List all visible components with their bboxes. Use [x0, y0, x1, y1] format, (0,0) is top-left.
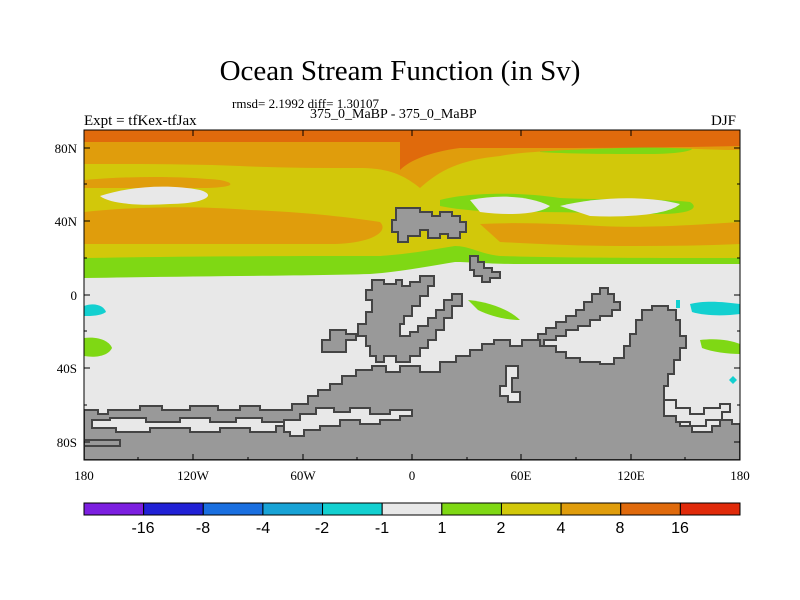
colorbar-box	[83, 502, 145, 516]
rmsd-diff-label: rmsd= 2.1992 diff= 1.30107	[232, 96, 379, 111]
land-north-central	[391, 207, 467, 243]
colorbar-label: 8	[616, 520, 625, 537]
lat-tick-label: 80N	[55, 141, 78, 156]
contour-cyan-east	[690, 301, 740, 316]
colorbar-box	[441, 502, 502, 516]
colorbar-label: 16	[671, 520, 689, 537]
lon-tick-label: 0	[409, 468, 416, 483]
lat-tick-label: 40N	[55, 214, 78, 229]
colorbar-label: -8	[196, 520, 210, 537]
colorbar-box	[560, 502, 622, 516]
lon-tick-label: 180	[730, 468, 750, 483]
contour-green-south-mid	[468, 300, 520, 320]
lon-tick-label: 60W	[290, 468, 316, 483]
land-eastern-continent	[531, 287, 621, 347]
lon-axis	[83, 130, 686, 460]
colorbar-labels: -16 -8 -4 -2 -1 1 2 4 8 16	[131, 520, 689, 537]
contour-cyan-west	[84, 304, 106, 316]
colorbar-label: -1	[375, 520, 389, 537]
basin-south-embayment	[499, 365, 521, 403]
contour-orange-mid	[84, 207, 383, 244]
lat-axis	[84, 147, 740, 443]
colorbar-label: 1	[438, 520, 447, 537]
neutral-lens-east	[560, 198, 680, 217]
land-southwest-lobe	[84, 439, 121, 447]
contour-red-orange-north	[400, 142, 740, 170]
lon-tick-label: 120E	[617, 468, 645, 483]
experiment-subtitle: 375_0_MaBP - 375_0_MaBP	[310, 107, 477, 122]
colorbar-box	[620, 502, 681, 516]
colorbar-label: 2	[497, 520, 506, 537]
lat-tick-label: 40S	[57, 361, 77, 376]
colorbar	[83, 502, 741, 516]
season-label: DJF	[711, 113, 737, 129]
colorbar-box	[322, 502, 383, 516]
contour-green-north	[84, 246, 740, 278]
colorbar-box	[679, 502, 741, 516]
basin-south-west	[91, 417, 291, 433]
colorbar-box	[202, 502, 264, 516]
contour-green-south-west	[84, 337, 112, 357]
basin-east	[663, 399, 731, 427]
colorbar-box	[262, 502, 324, 516]
contour-orange-small	[545, 229, 575, 244]
colorbar-box	[500, 502, 562, 516]
lat-tick-label: 80S	[57, 435, 77, 450]
lon-tick-label: 180	[74, 468, 94, 483]
colorbar-box	[143, 502, 204, 516]
neutral-lens-central	[470, 196, 550, 214]
contour-cyan-dot-2	[729, 376, 737, 384]
land-western-continent	[321, 275, 463, 363]
colorbar-label: 4	[557, 520, 566, 537]
plot-title: Ocean Stream Function (in Sv)	[219, 55, 581, 87]
contour-green-south-east	[700, 339, 740, 354]
basin-south-central	[283, 407, 413, 437]
colorbar-label: -16	[131, 520, 154, 537]
lon-tick-label: 60E	[511, 468, 532, 483]
lat-tick-label: 0	[71, 288, 78, 303]
experiment-label: Expt = tfKex-tfJax	[84, 113, 197, 129]
contour-orange-north-left	[84, 177, 231, 188]
land-small-west-north	[469, 255, 501, 283]
colorbar-box	[381, 502, 443, 516]
contour-cyan-dot-1	[676, 300, 680, 308]
colorbar-label: -4	[256, 520, 270, 537]
neutral-lens-west	[100, 186, 209, 205]
contour-orange-east	[480, 222, 740, 246]
lon-tick-label: 120W	[177, 468, 210, 483]
colorbar-label: -2	[315, 520, 329, 537]
